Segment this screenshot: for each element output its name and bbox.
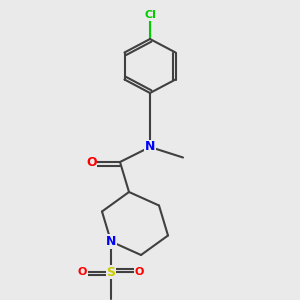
Text: O: O <box>78 267 87 277</box>
Text: Cl: Cl <box>144 10 156 20</box>
Text: N: N <box>106 235 116 248</box>
Text: O: O <box>86 155 97 169</box>
Text: N: N <box>145 140 155 154</box>
Text: S: S <box>106 266 116 279</box>
Text: O: O <box>135 267 144 277</box>
